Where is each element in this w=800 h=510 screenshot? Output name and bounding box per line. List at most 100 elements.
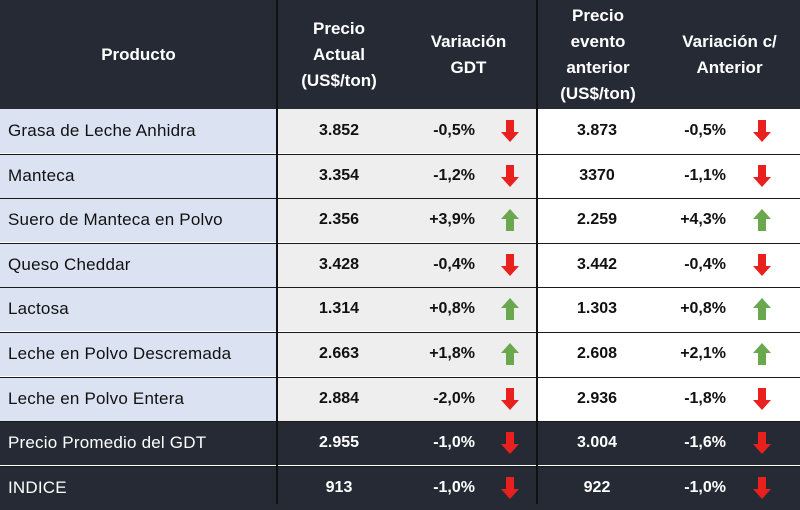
row-divider: [0, 198, 800, 199]
arrow-up-icon: [742, 198, 782, 242]
arrow-down-icon: [742, 109, 782, 153]
current-price: 3.428: [318, 256, 360, 273]
previous-price: 1.303: [576, 300, 618, 317]
product-name: Manteca: [0, 154, 277, 198]
arrow-down-icon: [742, 466, 782, 510]
table-row: Manteca 3.354 -1,2% 3370 -1,1%: [0, 154, 800, 198]
table-row: Lactosa 1.314 +0,8% 1.303 +0,8%: [0, 287, 800, 331]
previous-variation: -0,4%: [684, 256, 726, 273]
product-name: Precio Promedio del GDT: [8, 433, 207, 452]
current-price: 3.354: [318, 167, 360, 184]
row-divider: [0, 377, 800, 378]
row-bg-mid: [278, 243, 537, 287]
table-row: INDICE 913 -1,0% 922 -1,0%: [0, 466, 800, 510]
row-bg-mid: [278, 109, 537, 153]
row-divider: [0, 243, 800, 244]
row-bg-right: [537, 198, 800, 242]
arrow-up-icon: [490, 332, 530, 376]
gdt-variation: -0,4%: [433, 256, 475, 273]
row-bg-mid: [278, 154, 537, 198]
row-bg-right: [537, 109, 800, 153]
arrow-down-icon: [490, 243, 530, 287]
header-precio-actual: Precio Actual (US$/ton): [301, 18, 377, 90]
arrow-down-icon: [490, 154, 530, 198]
product-name: Queso Cheddar: [0, 243, 277, 287]
row-bg-right: [537, 332, 800, 376]
current-price: 1.314: [318, 300, 360, 317]
previous-variation: +2,1%: [680, 345, 726, 362]
row-bg-right: [537, 377, 800, 421]
row-divider: [0, 154, 800, 155]
current-price: 913: [325, 479, 353, 496]
gdt-variation: -0,5%: [433, 122, 475, 139]
previous-price: 3.873: [576, 122, 618, 139]
previous-price: 3.004: [576, 434, 618, 451]
arrow-down-icon: [742, 243, 782, 287]
table-row: Precio Promedio del GDT 2.955 -1,0% 3.004 -1…: [0, 421, 800, 465]
product-name: Suero de Manteca en Polvo: [0, 198, 277, 242]
arrow-down-icon: [490, 109, 530, 153]
table-row: Suero de Manteca en Polvo 2.356 +3,9% 2.259…: [0, 198, 800, 242]
row-bg-right: [537, 154, 800, 198]
current-price: 2.955: [318, 434, 360, 451]
table-row: Grasa de Leche Anhidra 3.852 -0,5% 3.873 -0,…: [0, 109, 800, 153]
gdt-variation: +3,9%: [429, 211, 475, 228]
row-bg-mid: [278, 287, 537, 331]
previous-price: 2.259: [576, 211, 618, 228]
current-price: 2.884: [318, 390, 360, 407]
arrow-down-icon: [742, 377, 782, 421]
arrow-down-icon: [490, 377, 530, 421]
header-precio-anterior: Precio evento anterior (US$/ton): [560, 5, 636, 103]
header-variacion-anterior: Variación c/ Anterior: [682, 31, 777, 77]
arrow-up-icon: [490, 287, 530, 331]
column-divider: [276, 0, 278, 504]
row-divider: [0, 332, 800, 333]
previous-price: 2.608: [576, 345, 618, 362]
table-row: Queso Cheddar 3.428 -0,4% 3.442 -0,4%: [0, 243, 800, 287]
previous-variation: +0,8%: [680, 300, 726, 317]
row-bg-mid: [278, 332, 537, 376]
row-divider: [0, 421, 800, 422]
row-divider: [0, 466, 800, 467]
gdt-variation: -1,2%: [433, 167, 475, 184]
previous-price: 3370: [579, 167, 615, 184]
current-price: 2.663: [318, 345, 360, 362]
row-divider: [0, 287, 800, 288]
previous-price: 2.936: [576, 390, 618, 407]
previous-price: 922: [583, 479, 611, 496]
gdt-variation: +0,8%: [429, 300, 475, 317]
product-name: INDICE: [8, 478, 67, 497]
row-bg-mid: [278, 198, 537, 242]
gdt-variation: -1,0%: [433, 434, 475, 451]
table-row: Leche en Polvo Descremada 2.663 +1,8% 2.608…: [0, 332, 800, 376]
column-divider: [536, 0, 538, 504]
previous-variation: -1,6%: [684, 434, 726, 451]
header-variacion-gdt: Variación GDT: [430, 31, 507, 77]
previous-variation: -0,5%: [684, 122, 726, 139]
table-header: Producto Precio Actual (US$/ton) Variaci…: [0, 0, 800, 109]
gdt-variation: -2,0%: [433, 390, 475, 407]
product-name: Lactosa: [0, 287, 277, 331]
previous-price: 3.442: [576, 256, 618, 273]
arrow-up-icon: [490, 198, 530, 242]
current-price: 3.852: [318, 122, 360, 139]
product-name: Leche en Polvo Entera: [0, 377, 277, 421]
product-name: Leche en Polvo Descremada: [0, 332, 277, 376]
arrow-down-icon: [490, 466, 530, 510]
previous-variation: -1,1%: [684, 167, 726, 184]
row-bg-mid: [278, 377, 537, 421]
current-price: 2.356: [318, 211, 360, 228]
row-bg-right: [537, 243, 800, 287]
arrow-down-icon: [742, 154, 782, 198]
previous-variation: -1,8%: [684, 390, 726, 407]
arrow-down-icon: [490, 421, 530, 465]
gdt-variation: -1,0%: [433, 479, 475, 496]
arrow-up-icon: [742, 332, 782, 376]
product-name: Grasa de Leche Anhidra: [0, 109, 277, 153]
arrow-down-icon: [742, 421, 782, 465]
row-bg-right: [537, 287, 800, 331]
arrow-up-icon: [742, 287, 782, 331]
previous-variation: +4,3%: [680, 211, 726, 228]
gdt-variation: +1,8%: [429, 345, 475, 362]
